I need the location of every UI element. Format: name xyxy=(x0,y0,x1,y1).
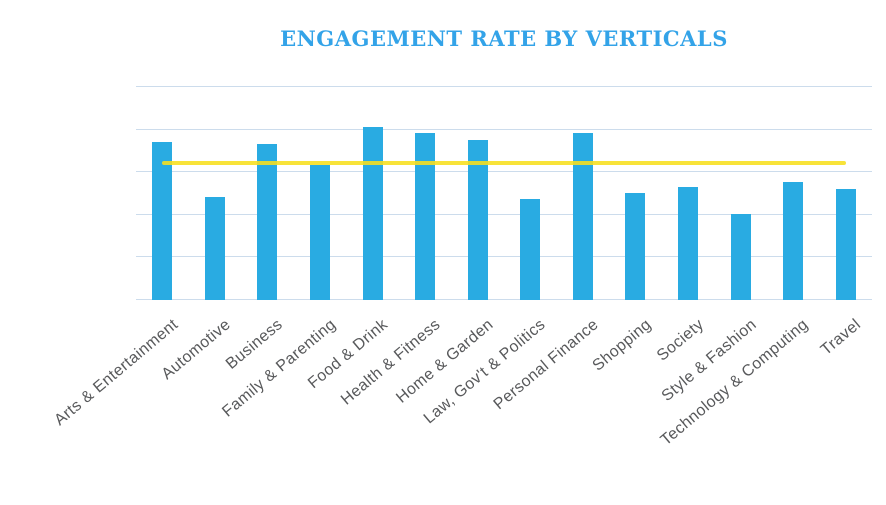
bar-business xyxy=(257,143,278,300)
bar-automotive xyxy=(204,197,225,300)
bar-society xyxy=(678,186,698,300)
bar-technology-computing xyxy=(783,182,804,300)
bar-family-parenting xyxy=(310,165,330,300)
bar-personal-finance xyxy=(572,133,593,300)
bar-health-fitness xyxy=(415,133,436,300)
gridline xyxy=(136,86,872,87)
benchmark-line xyxy=(162,161,846,166)
bar-style-fashion xyxy=(730,214,751,300)
bar-law-gov-t-politics xyxy=(520,199,541,300)
gridline xyxy=(136,128,872,130)
bar-shopping xyxy=(625,193,646,300)
gridline xyxy=(136,299,872,300)
plot-area xyxy=(136,86,872,300)
gridline xyxy=(136,256,872,258)
bar-travel xyxy=(835,188,856,300)
gridline xyxy=(136,171,872,173)
x-axis-labels: Arts & Entertainment Automotive Business Fa… xyxy=(51,316,872,501)
gridline xyxy=(136,213,872,215)
chart-title: ENGAGEMENT RATE BY VERTICALS xyxy=(280,26,728,51)
bar-home-garden xyxy=(467,139,488,300)
bar-food-drink xyxy=(362,126,383,300)
bar-arts-entertainment xyxy=(152,141,173,300)
x-axis-label: Travel xyxy=(818,316,865,359)
